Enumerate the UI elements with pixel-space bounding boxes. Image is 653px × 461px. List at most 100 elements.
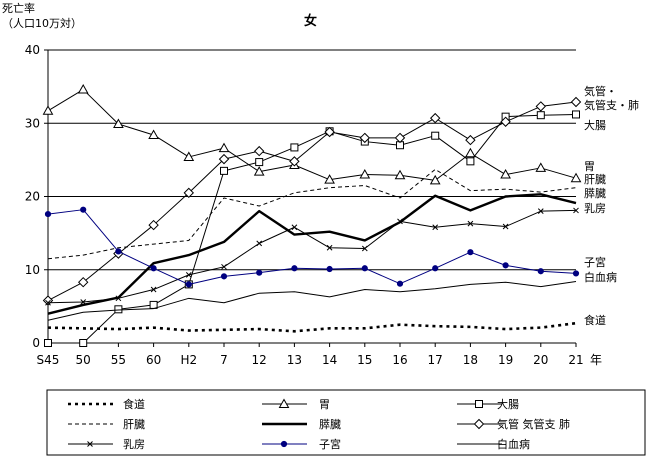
x-marker: [45, 299, 51, 306]
x-marker: [573, 207, 579, 214]
x-tick-label: H2: [180, 353, 197, 367]
legend-item: 肝臓: [68, 418, 145, 431]
triangle-marker: [42, 105, 54, 115]
series-6: [42, 96, 582, 306]
triangle-marker: [148, 129, 159, 139]
x-marker: [256, 240, 263, 247]
x-marker: [185, 272, 192, 278]
y-axis-label-line1: 死亡率: [2, 1, 35, 15]
triangle-marker: [324, 174, 335, 184]
dot-marker: [185, 281, 192, 288]
x-tick-label: 17: [428, 353, 443, 367]
axes: [44, 49, 577, 347]
legend-item: 白血病: [457, 437, 530, 451]
series-end-label: 子宮: [584, 255, 606, 269]
series-end-label: 気管・: [584, 84, 617, 98]
x-marker: [397, 218, 403, 225]
legend-item: 大腸: [457, 397, 519, 411]
triangle-marker: [570, 172, 582, 183]
y-tick-label: 40: [25, 43, 40, 57]
dot-marker: [537, 268, 544, 275]
x-tick-labels: S45 50 55 60 H2 7 12 13 14 15 16 17 18 19 20 21: [37, 353, 584, 367]
legend-label: 膵臓: [319, 418, 341, 431]
diamond-marker: [148, 219, 159, 231]
x-tick-label: 16: [392, 353, 407, 367]
legend-label: 大腸: [497, 397, 519, 411]
square-marker: [44, 339, 52, 347]
diamond-marker: [218, 153, 230, 165]
y-tick-label: 10: [25, 263, 40, 277]
triangle-marker: [429, 174, 441, 185]
legend-item: 膵臓: [262, 418, 341, 431]
series-line: [47, 168, 577, 260]
x-tick-label: 21: [568, 353, 583, 367]
series-5: [47, 193, 577, 315]
square-marker: [475, 400, 483, 408]
diamond-marker: [183, 187, 195, 199]
legend-label: 肝臓: [123, 418, 145, 431]
diamond-marker: [473, 418, 485, 430]
x-marker: [361, 245, 368, 252]
x-tick-label: 14: [322, 353, 337, 367]
diamond-marker: [324, 126, 335, 138]
dot-marker: [256, 269, 263, 276]
square-marker: [466, 157, 475, 166]
x-marker: [221, 263, 227, 270]
x-tick-label: 55: [111, 353, 126, 367]
dot-marker: [280, 440, 288, 448]
dot-marker: [291, 265, 298, 272]
diamond-marker: [359, 132, 371, 144]
x-marker: [432, 224, 439, 231]
square-marker: [290, 143, 299, 152]
legend-item: 乳房: [68, 438, 145, 451]
series-end-label: 大腸: [584, 118, 606, 132]
series-8: [44, 206, 580, 288]
dot-marker: [502, 262, 509, 269]
diamond-marker: [429, 112, 441, 124]
series-9: [47, 280, 577, 321]
diamond-marker: [42, 295, 54, 306]
x-marker: [150, 286, 157, 293]
triangle-marker: [500, 169, 511, 179]
diamond-marker: [500, 116, 511, 127]
triangle-marker: [77, 84, 89, 94]
x-marker: [326, 244, 333, 251]
legend-label: 白血病: [497, 437, 530, 451]
x-tick-label: 13: [287, 353, 302, 367]
x-tick-label: S45: [37, 353, 60, 367]
square-marker: [431, 131, 440, 140]
x-marker: [80, 299, 87, 305]
diamond-marker: [289, 156, 300, 167]
y-tick-labels: 0 10 20 30 40: [25, 43, 40, 350]
x-tick-label: 19: [498, 353, 513, 367]
series-1: [47, 321, 577, 333]
square-marker: [114, 305, 123, 314]
dot-marker: [150, 265, 157, 272]
y-tick-label: 30: [25, 116, 40, 130]
legend-label: 胃: [319, 398, 330, 411]
legend-item: 子宮: [262, 437, 341, 451]
y-tick-label: 20: [25, 190, 40, 204]
x-tick-label: 7: [220, 353, 228, 367]
x-marker: [537, 208, 544, 215]
series-line: [47, 101, 577, 301]
triangle-marker: [253, 166, 265, 176]
series-end-label: 膵臓: [584, 187, 606, 200]
dot-marker: [80, 206, 87, 213]
x-marker: [502, 223, 509, 230]
x-tick-label: 18: [463, 353, 478, 367]
series-end-label: 気管支・肺: [584, 98, 639, 112]
triangle-marker: [535, 162, 547, 172]
x-tick-label: 20: [533, 353, 548, 367]
dot-marker: [44, 210, 52, 218]
legend-label: 食道: [123, 397, 145, 411]
series-end-label: 白血病: [584, 270, 617, 284]
gridlines: [48, 49, 576, 271]
triangle-marker: [465, 147, 476, 158]
y-tick-label: 0: [32, 336, 40, 350]
x-tick-label: 50: [76, 353, 91, 367]
series-7: [45, 207, 579, 306]
series-end-label: 食道: [584, 313, 606, 327]
series-2: [42, 84, 582, 185]
dot-marker: [396, 280, 404, 287]
